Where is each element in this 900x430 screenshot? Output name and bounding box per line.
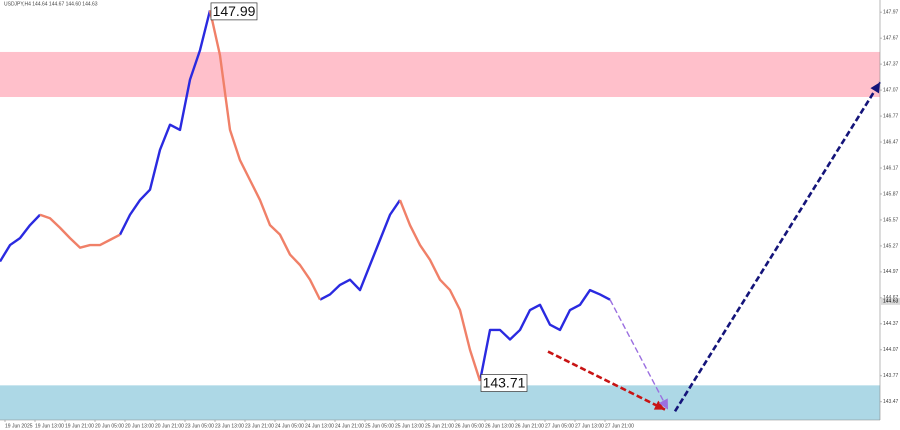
y-tick-label: 146.77: [883, 113, 899, 119]
zones: [0, 51, 880, 420]
price-line: [118, 10, 212, 236]
x-tick-label: 24 Jun 13:00: [305, 423, 334, 429]
x-tick-label: 25 Jun 05:00: [365, 423, 394, 429]
price-line: [39, 213, 121, 249]
x-tick-label: 26 Jun 05:00: [455, 423, 484, 429]
y-tick-label: 144.97: [883, 269, 899, 275]
x-tick-label: 20 Jun 21:00: [155, 423, 184, 429]
x-tick-label: 25 Jun 13:00: [395, 423, 424, 429]
y-tick-label: 145.57: [883, 217, 899, 223]
y-tick-label: 147.67: [883, 35, 899, 41]
y-tick-label: 147.97: [883, 9, 899, 15]
plot: [0, 10, 611, 382]
arrow-head: [658, 398, 668, 410]
x-tick-label: 23 Jun 13:00: [215, 423, 244, 429]
y-tick-label: 147.07: [883, 87, 899, 93]
last-price-box: [881, 297, 900, 305]
annotation-box: [480, 374, 528, 392]
price-line: [478, 288, 611, 382]
x-tick-label: 20 Jun 05:00: [95, 423, 124, 429]
forecast-arrow: [547, 350, 666, 411]
x-tick-label: 27 Jun 21:00: [605, 423, 634, 429]
zone: [0, 51, 880, 97]
y-tick-label: 147.37: [883, 61, 899, 67]
annotation-label: 143.71: [483, 375, 526, 391]
x-tick-label: 26 Jun 21:00: [515, 423, 544, 429]
x-tick-label: 24 Jun 05:00: [275, 423, 304, 429]
price-line: [0, 213, 41, 263]
y-tick-label: 145.87: [883, 191, 899, 197]
x-tick-label: 27 Jun 13:00: [575, 423, 604, 429]
x-tick-label: 24 Jun 21:00: [335, 423, 364, 429]
y-tick-label: 146.17: [883, 165, 899, 171]
annotation: 147.99: [210, 2, 258, 21]
x-tick-label: 27 Jun 05:00: [545, 423, 574, 429]
y-tick-label: 145.27: [883, 243, 899, 249]
x-tick-label: 20 Jun 13:00: [125, 423, 154, 429]
x-tick-label: 26 Jun 13:00: [485, 423, 514, 429]
x-tick-label: 19 Jun 21:00: [65, 423, 94, 429]
price-line: [319, 199, 401, 301]
x-tick-label: 23 Jun 05:00: [185, 423, 214, 429]
last-price-label: 144.63: [883, 299, 899, 305]
x-tick-label: 19 Jun 2025: [5, 423, 33, 429]
price-line: [398, 199, 482, 382]
annotation: 143.71: [480, 374, 528, 392]
y-tick-label: 144.37: [883, 321, 899, 327]
arrow-head: [653, 400, 665, 410]
y-tick-label: 143.77: [883, 373, 899, 379]
forecast-arrow: [609, 299, 669, 410]
header: USDJPY,H4 144.64 144.67 144.60 144.63: [4, 1, 98, 7]
forecast-arrow: [673, 81, 882, 413]
y-tick-label: 146.47: [883, 139, 899, 145]
y-tick-label: 144.07: [883, 347, 899, 353]
price-line: [208, 10, 322, 301]
arrow-head: [870, 82, 880, 94]
y-tick-label: 143.47: [883, 399, 899, 405]
x-tick-label: 19 Jun 13:00: [35, 423, 64, 429]
x-tick-label: 23 Jun 21:00: [245, 423, 274, 429]
annotation-box: [210, 2, 258, 21]
x-tick-label: 25 Jun 21:00: [425, 423, 454, 429]
annotation-label: 147.99: [213, 3, 256, 19]
zone: [0, 385, 880, 420]
